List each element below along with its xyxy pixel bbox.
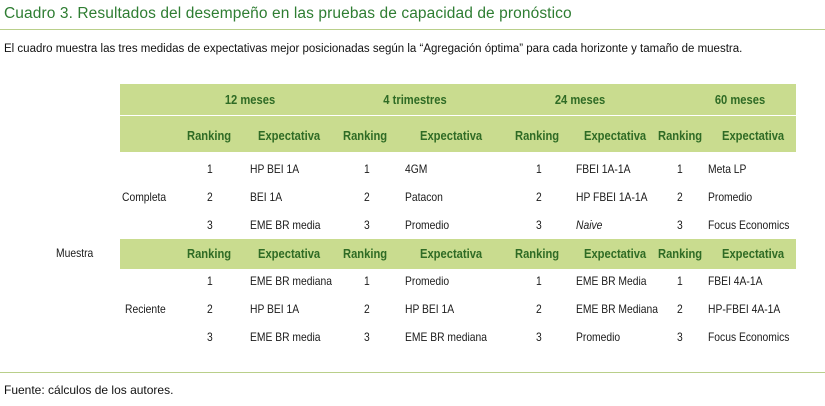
expectativa-cell: EME BR Media [576, 274, 647, 288]
rank-cell: 3 [536, 218, 542, 232]
period-header-4q: 4 trimestres [383, 92, 447, 107]
table-caption: El cuadro muestra las tres medidas de ex… [4, 43, 743, 55]
rank-cell: 3 [677, 330, 683, 344]
col-header-expectativa: Expectativa [420, 128, 483, 143]
rank-cell: 3 [207, 330, 213, 344]
expectativa-cell: BEI 1A [250, 190, 283, 204]
group-label-completa: Completa [122, 190, 167, 204]
col-header-ranking: Ranking [187, 128, 232, 143]
rank-cell: 2 [536, 302, 542, 316]
rank-cell: 3 [364, 330, 370, 344]
rank-cell: 2 [207, 190, 213, 204]
expectativa-cell: HP-FBEI 4A-1A [708, 302, 781, 316]
table-title: Cuadro 3. Resultados del desempeño en la… [4, 5, 572, 22]
expectativa-cell: HP FBEI 1A-1A [576, 190, 648, 204]
rank-cell: 3 [536, 330, 542, 344]
expectativa-cell: FBEI 4A-1A [708, 274, 763, 288]
expectativa-cell: HP BEI 1A [250, 162, 300, 176]
expectativa-cell: Promedio [708, 190, 753, 204]
period-header-24m: 24 meses [554, 92, 606, 107]
rank-cell: 2 [677, 190, 683, 204]
col-header-ranking: Ranking [187, 246, 232, 261]
expectativa-cell: FBEI 1A-1A [576, 162, 631, 176]
rank-cell: 1 [536, 274, 542, 288]
expectativa-cell: Focus Economics [708, 330, 790, 344]
expectativa-cell: EME BR mediana [250, 274, 333, 288]
col-header-expectativa: Expectativa [584, 128, 647, 143]
rank-cell: 3 [207, 218, 213, 232]
rank-cell: 1 [364, 162, 370, 176]
col-header-expectativa: Expectativa [258, 246, 321, 261]
rank-cell: 2 [364, 190, 370, 204]
header-band-top [120, 84, 796, 152]
expectativa-cell: Promedio [405, 218, 450, 232]
col-header-expectativa: Expectativa [584, 246, 647, 261]
rank-cell: 2 [677, 302, 683, 316]
rank-cell: 1 [677, 274, 683, 288]
expectativa-cell: Meta LP [708, 162, 747, 176]
rank-cell: 2 [536, 190, 542, 204]
rank-cell: 1 [207, 162, 213, 176]
header-band-separator [120, 115, 796, 116]
expectativa-cell: EME BR mediana [405, 330, 488, 344]
expectativa-cell: Promedio [576, 330, 621, 344]
col-header-ranking: Ranking [343, 128, 388, 143]
expectativa-cell: 4GM [405, 162, 428, 176]
expectativa-cell: Patacon [405, 190, 443, 204]
expectativa-cell: HP BEI 1A [250, 302, 300, 316]
expectativa-cell: Naive [576, 218, 603, 232]
expectativa-cell: Focus Economics [708, 218, 790, 232]
expectativa-cell: EME BR media [250, 330, 321, 344]
group-label-reciente: Reciente [125, 302, 166, 316]
rank-cell: 3 [364, 218, 370, 232]
expectativa-cell: HP BEI 1A [405, 302, 455, 316]
rank-cell: 2 [207, 302, 213, 316]
col-header-ranking: Ranking [515, 128, 560, 143]
header-band-mid [120, 239, 796, 269]
col-header-expectativa: Expectativa [722, 246, 785, 261]
col-header-expectativa: Expectativa [258, 128, 321, 143]
rank-cell: 1 [677, 162, 683, 176]
col-header-ranking: Ranking [343, 246, 388, 261]
rank-cell: 1 [536, 162, 542, 176]
col-header-expectativa: Expectativa [420, 246, 483, 261]
col-header-ranking: Ranking [658, 246, 703, 261]
row-group-label: Muestra [56, 246, 94, 260]
rank-cell: 3 [677, 218, 683, 232]
expectativa-cell: EME BR media [250, 218, 321, 232]
col-header-ranking: Ranking [658, 128, 703, 143]
col-header-ranking: Ranking [515, 246, 560, 261]
title-divider [0, 29, 825, 30]
col-header-expectativa: Expectativa [722, 128, 785, 143]
period-header-60m: 60 meses [714, 92, 766, 107]
rank-cell: 1 [207, 274, 213, 288]
expectativa-cell: EME BR Mediana [576, 302, 659, 316]
rank-cell: 2 [364, 302, 370, 316]
period-header-12m: 12 meses [224, 92, 276, 107]
source-note: Fuente: cálculos de los autores. [4, 383, 174, 397]
rank-cell: 1 [364, 274, 370, 288]
footer-divider [0, 372, 825, 373]
expectativa-cell: Promedio [405, 274, 450, 288]
